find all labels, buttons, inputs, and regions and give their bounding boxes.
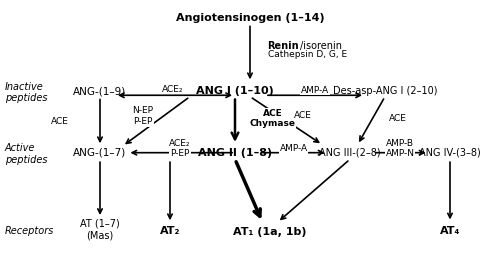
- Text: ANG-(1–7): ANG-(1–7): [74, 148, 126, 158]
- Text: ANG I (1–10): ANG I (1–10): [196, 86, 274, 96]
- Text: AMP-B
AMP-N: AMP-B AMP-N: [386, 139, 414, 158]
- Text: ANG III-(2–8): ANG III-(2–8): [319, 148, 381, 158]
- Text: ACE
Chymase: ACE Chymase: [250, 109, 296, 128]
- Text: Des-asp-ANG I (2–10): Des-asp-ANG I (2–10): [333, 86, 437, 96]
- Text: AMP-A: AMP-A: [280, 144, 307, 153]
- Text: AT₂: AT₂: [160, 226, 180, 236]
- Text: ANG-(1–9): ANG-(1–9): [74, 86, 126, 96]
- Text: ACE₂: ACE₂: [162, 85, 183, 94]
- Text: Receptors: Receptors: [5, 226, 54, 236]
- Text: ANG II (1–8): ANG II (1–8): [198, 148, 272, 158]
- Text: AMP-A: AMP-A: [301, 86, 329, 94]
- Text: AT₄: AT₄: [440, 226, 460, 236]
- Text: Inactive
peptides: Inactive peptides: [5, 82, 48, 103]
- Text: Renin: Renin: [268, 41, 299, 51]
- Text: ACE: ACE: [51, 117, 69, 126]
- Text: /isorenin: /isorenin: [300, 41, 342, 51]
- Text: N-EP
P-EP: N-EP P-EP: [132, 106, 153, 126]
- Text: AT (1–7)
(Mas): AT (1–7) (Mas): [80, 219, 120, 240]
- Text: Angiotensinogen (1–14): Angiotensinogen (1–14): [176, 13, 324, 23]
- Text: AT₁ (1a, 1b): AT₁ (1a, 1b): [233, 227, 307, 237]
- Text: ANG IV-(3–8): ANG IV-(3–8): [419, 148, 481, 158]
- Text: Cathepsin D, G, E: Cathepsin D, G, E: [268, 50, 346, 59]
- Text: ACE₂
P-EP: ACE₂ P-EP: [169, 139, 191, 158]
- Text: Active
peptides: Active peptides: [5, 143, 48, 165]
- Text: ACE: ACE: [294, 111, 312, 120]
- Text: ACE: ACE: [388, 114, 406, 123]
